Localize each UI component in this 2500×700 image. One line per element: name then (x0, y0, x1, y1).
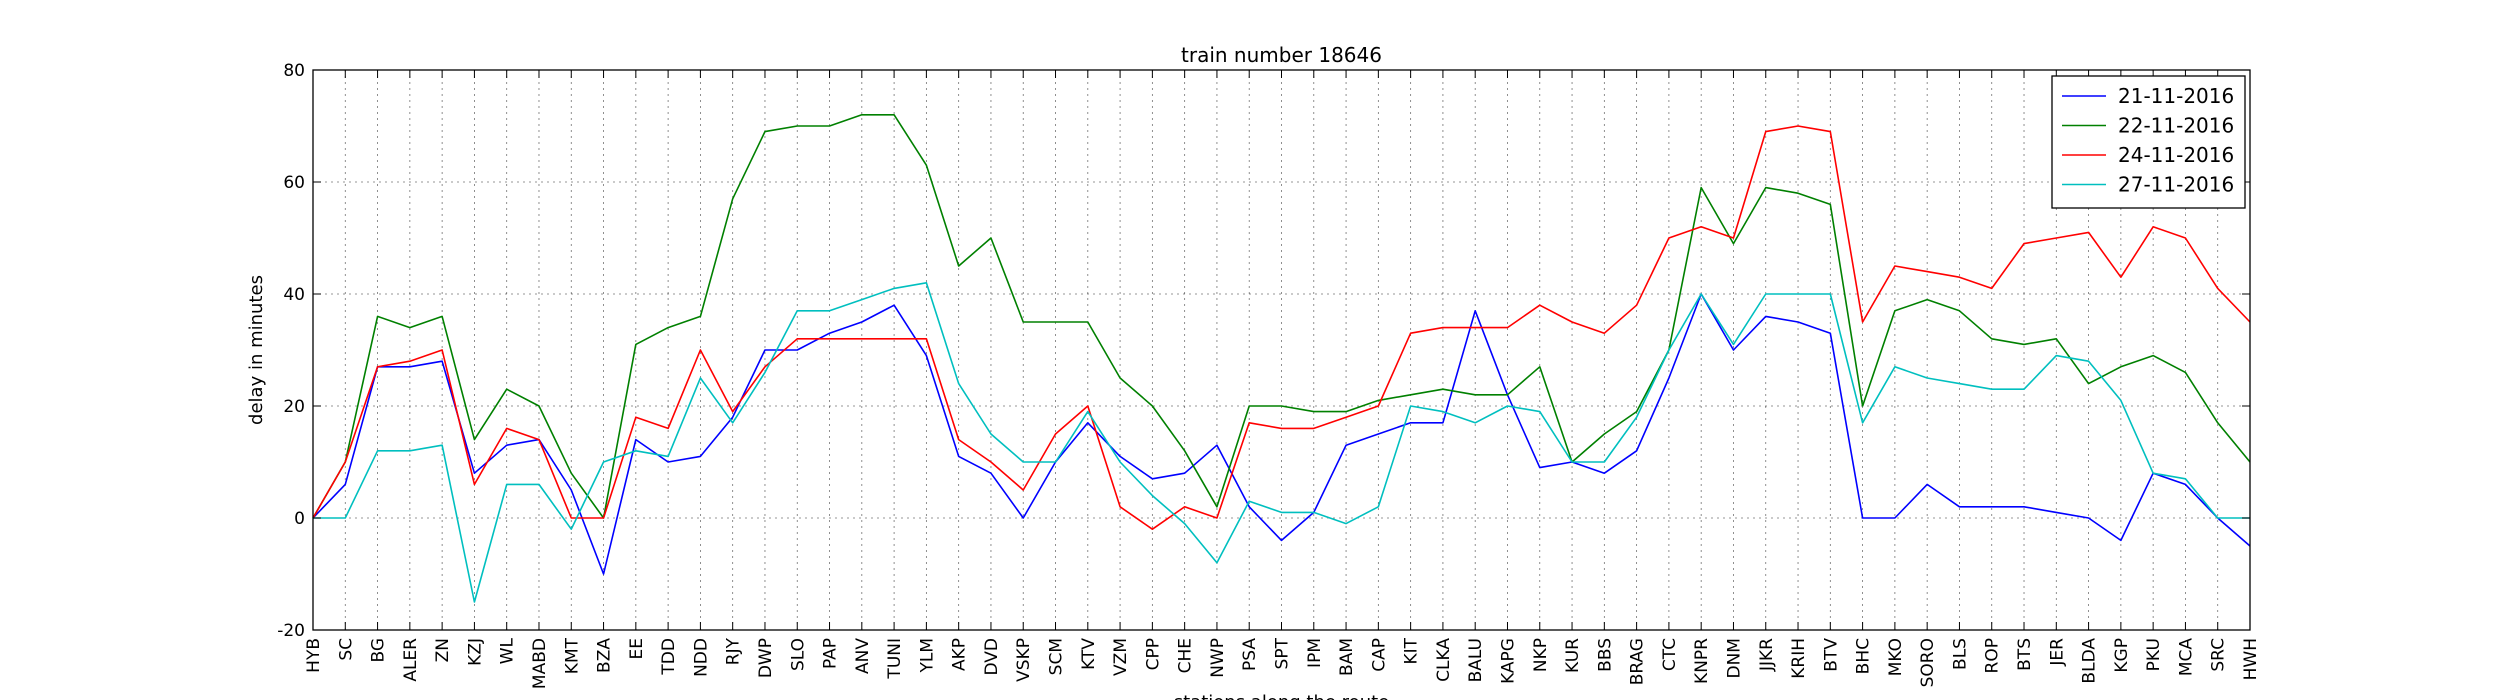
y-tick-label: 0 (294, 509, 305, 529)
grid-lines (312, 69, 2251, 631)
series-line-3 (312, 125, 2251, 531)
x-tick-label: KUR (1563, 638, 1583, 673)
x-axis: HYB SC BG ALER ZN KZJ WL MABD KMT BZA EE TDD NDD RJY D… (304, 70, 2261, 689)
x-tick-label: JER (2047, 638, 2067, 667)
x-tick-label: DWP (756, 638, 776, 678)
x-tick-label: BG (369, 638, 389, 663)
x-tick-label: HYB (304, 638, 324, 673)
x-tick-label: VSKP (1014, 638, 1034, 682)
x-tick-label: BZA (595, 638, 615, 673)
x-tick-label: EE (627, 638, 647, 659)
x-axis-label: stations along the route (1174, 692, 1389, 700)
x-tick-label: CAP (1369, 638, 1389, 672)
x-tick-label: PSA (1240, 638, 1260, 671)
x-tick-label: DNM (1724, 638, 1744, 678)
series-lines (312, 114, 2251, 603)
y-axis-label: delay in minutes (246, 275, 267, 425)
y-tick-label: 60 (283, 173, 305, 193)
x-tick-label: SPT (1273, 637, 1293, 669)
x-tick-label: BALU (1466, 638, 1486, 682)
y-tick-label: 20 (283, 397, 305, 417)
series-line-4 (313, 281, 2250, 603)
x-tick-label: BTV (1821, 638, 1841, 672)
x-tick-label: ZN (433, 638, 453, 662)
x-tick-label: YLM (917, 638, 937, 674)
x-tick-label: NDD (691, 638, 711, 677)
x-tick-label: RJY (724, 637, 744, 665)
x-tick-label: MABD (530, 638, 550, 689)
x-tick-label: VZM (1111, 638, 1131, 676)
x-tick-label: BLS (1950, 638, 1970, 670)
x-tick-label: IPM (1305, 638, 1325, 668)
y-tick-label: 80 (283, 61, 305, 81)
x-tick-label: BRAG (1628, 638, 1648, 685)
x-tick-label: JJKR (1757, 638, 1777, 672)
x-tick-label: MKO (1886, 638, 1906, 676)
x-tick-label: CTC (1660, 638, 1680, 671)
x-tick-label: CLKA (1434, 638, 1454, 682)
y-tick-label: -20 (277, 621, 305, 641)
y-tick-label: 40 (283, 285, 305, 305)
y-axis: -20 0 20 40 60 80 (277, 61, 2250, 641)
x-tick-label: CPP (1143, 638, 1163, 670)
x-tick-label: PAP (821, 638, 841, 669)
x-tick-label: TUNI (885, 638, 905, 680)
x-tick-label: BBS (1595, 638, 1615, 672)
x-tick-label: DVD (982, 638, 1002, 676)
legend-label: 21-11-2016 (2118, 84, 2234, 108)
x-tick-label: ROP (1983, 638, 2003, 673)
x-tick-label: ANV (853, 638, 873, 674)
legend-label: 24-11-2016 (2118, 143, 2234, 167)
x-tick-label: BAM (1337, 638, 1357, 676)
legend: 21-11-2016 22-11-2016 24-11-2016 27-11-2016 (2051, 75, 2246, 209)
x-tick-label: ALER (401, 638, 421, 682)
x-tick-label: KIT (1402, 637, 1422, 664)
x-tick-label: WL (498, 637, 518, 664)
x-tick-label: TDD (659, 638, 679, 676)
legend-label: 27-11-2016 (2118, 173, 2234, 197)
x-tick-label: SRC (2209, 638, 2229, 672)
x-tick-label: SC (336, 638, 356, 661)
x-tick-label: BHC (1854, 638, 1874, 674)
legend-box (2051, 75, 2246, 209)
x-tick-label: KMT (562, 637, 582, 674)
x-tick-label: BTS (2015, 638, 2035, 671)
series-line-1 (312, 293, 2251, 575)
chart-title: train number 18646 (1181, 43, 1382, 67)
legend-label: 22-11-2016 (2118, 114, 2234, 138)
x-tick-label: KAPG (1498, 638, 1518, 684)
x-tick-label: SCM (1047, 638, 1067, 675)
x-tick-label: KNPR (1692, 638, 1712, 684)
x-tick-label: NWP (1208, 638, 1228, 678)
x-tick-label: KGP (2112, 638, 2132, 673)
x-tick-label: SORO (1918, 638, 1938, 687)
x-tick-label: KTV (1079, 638, 1099, 670)
x-tick-label: AKP (950, 638, 970, 671)
x-tick-label: HWH (2241, 638, 2261, 680)
x-tick-label: MCA (2176, 638, 2196, 677)
x-tick-label: SLO (788, 638, 808, 671)
x-tick-label: NKP (1531, 638, 1551, 672)
x-tick-label: BLDA (2080, 638, 2100, 684)
x-tick-label: CHE (1176, 638, 1196, 673)
x-tick-label: KRIH (1789, 638, 1809, 679)
x-tick-label: PKU (2144, 638, 2164, 671)
series-line-2 (312, 114, 2251, 519)
x-tick-label: KZJ (465, 638, 485, 666)
